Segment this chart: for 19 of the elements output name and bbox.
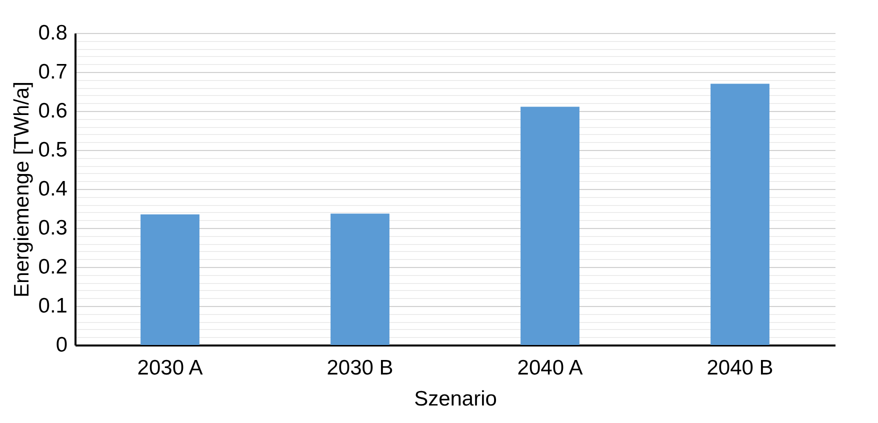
bar [140,214,200,345]
y-axis-title: Energiemenge [TWh/a] [10,82,34,298]
x-tick-label: 2040 B [706,356,774,380]
bar [710,84,770,345]
x-tick-label: 2040 A [517,356,583,380]
y-tick-label: 0.3 [38,216,68,240]
y-tick-label: 0.7 [38,60,68,84]
y-tick-label: 0.4 [38,178,68,200]
y-tick-label: 0 [56,334,68,356]
bar [330,214,390,345]
y-tick-label: 0.8 [38,22,68,44]
x-tick-label: 2030 A [137,356,203,380]
x-tick-label: 2030 B [326,356,394,380]
y-tick-label: 0.2 [38,256,68,278]
y-tick-label: 0.6 [38,100,68,122]
x-axis-title: Szenario [414,388,497,410]
bar [520,106,580,345]
y-tick-label: 0.1 [38,294,68,318]
y-tick-label: 0.5 [38,138,68,162]
